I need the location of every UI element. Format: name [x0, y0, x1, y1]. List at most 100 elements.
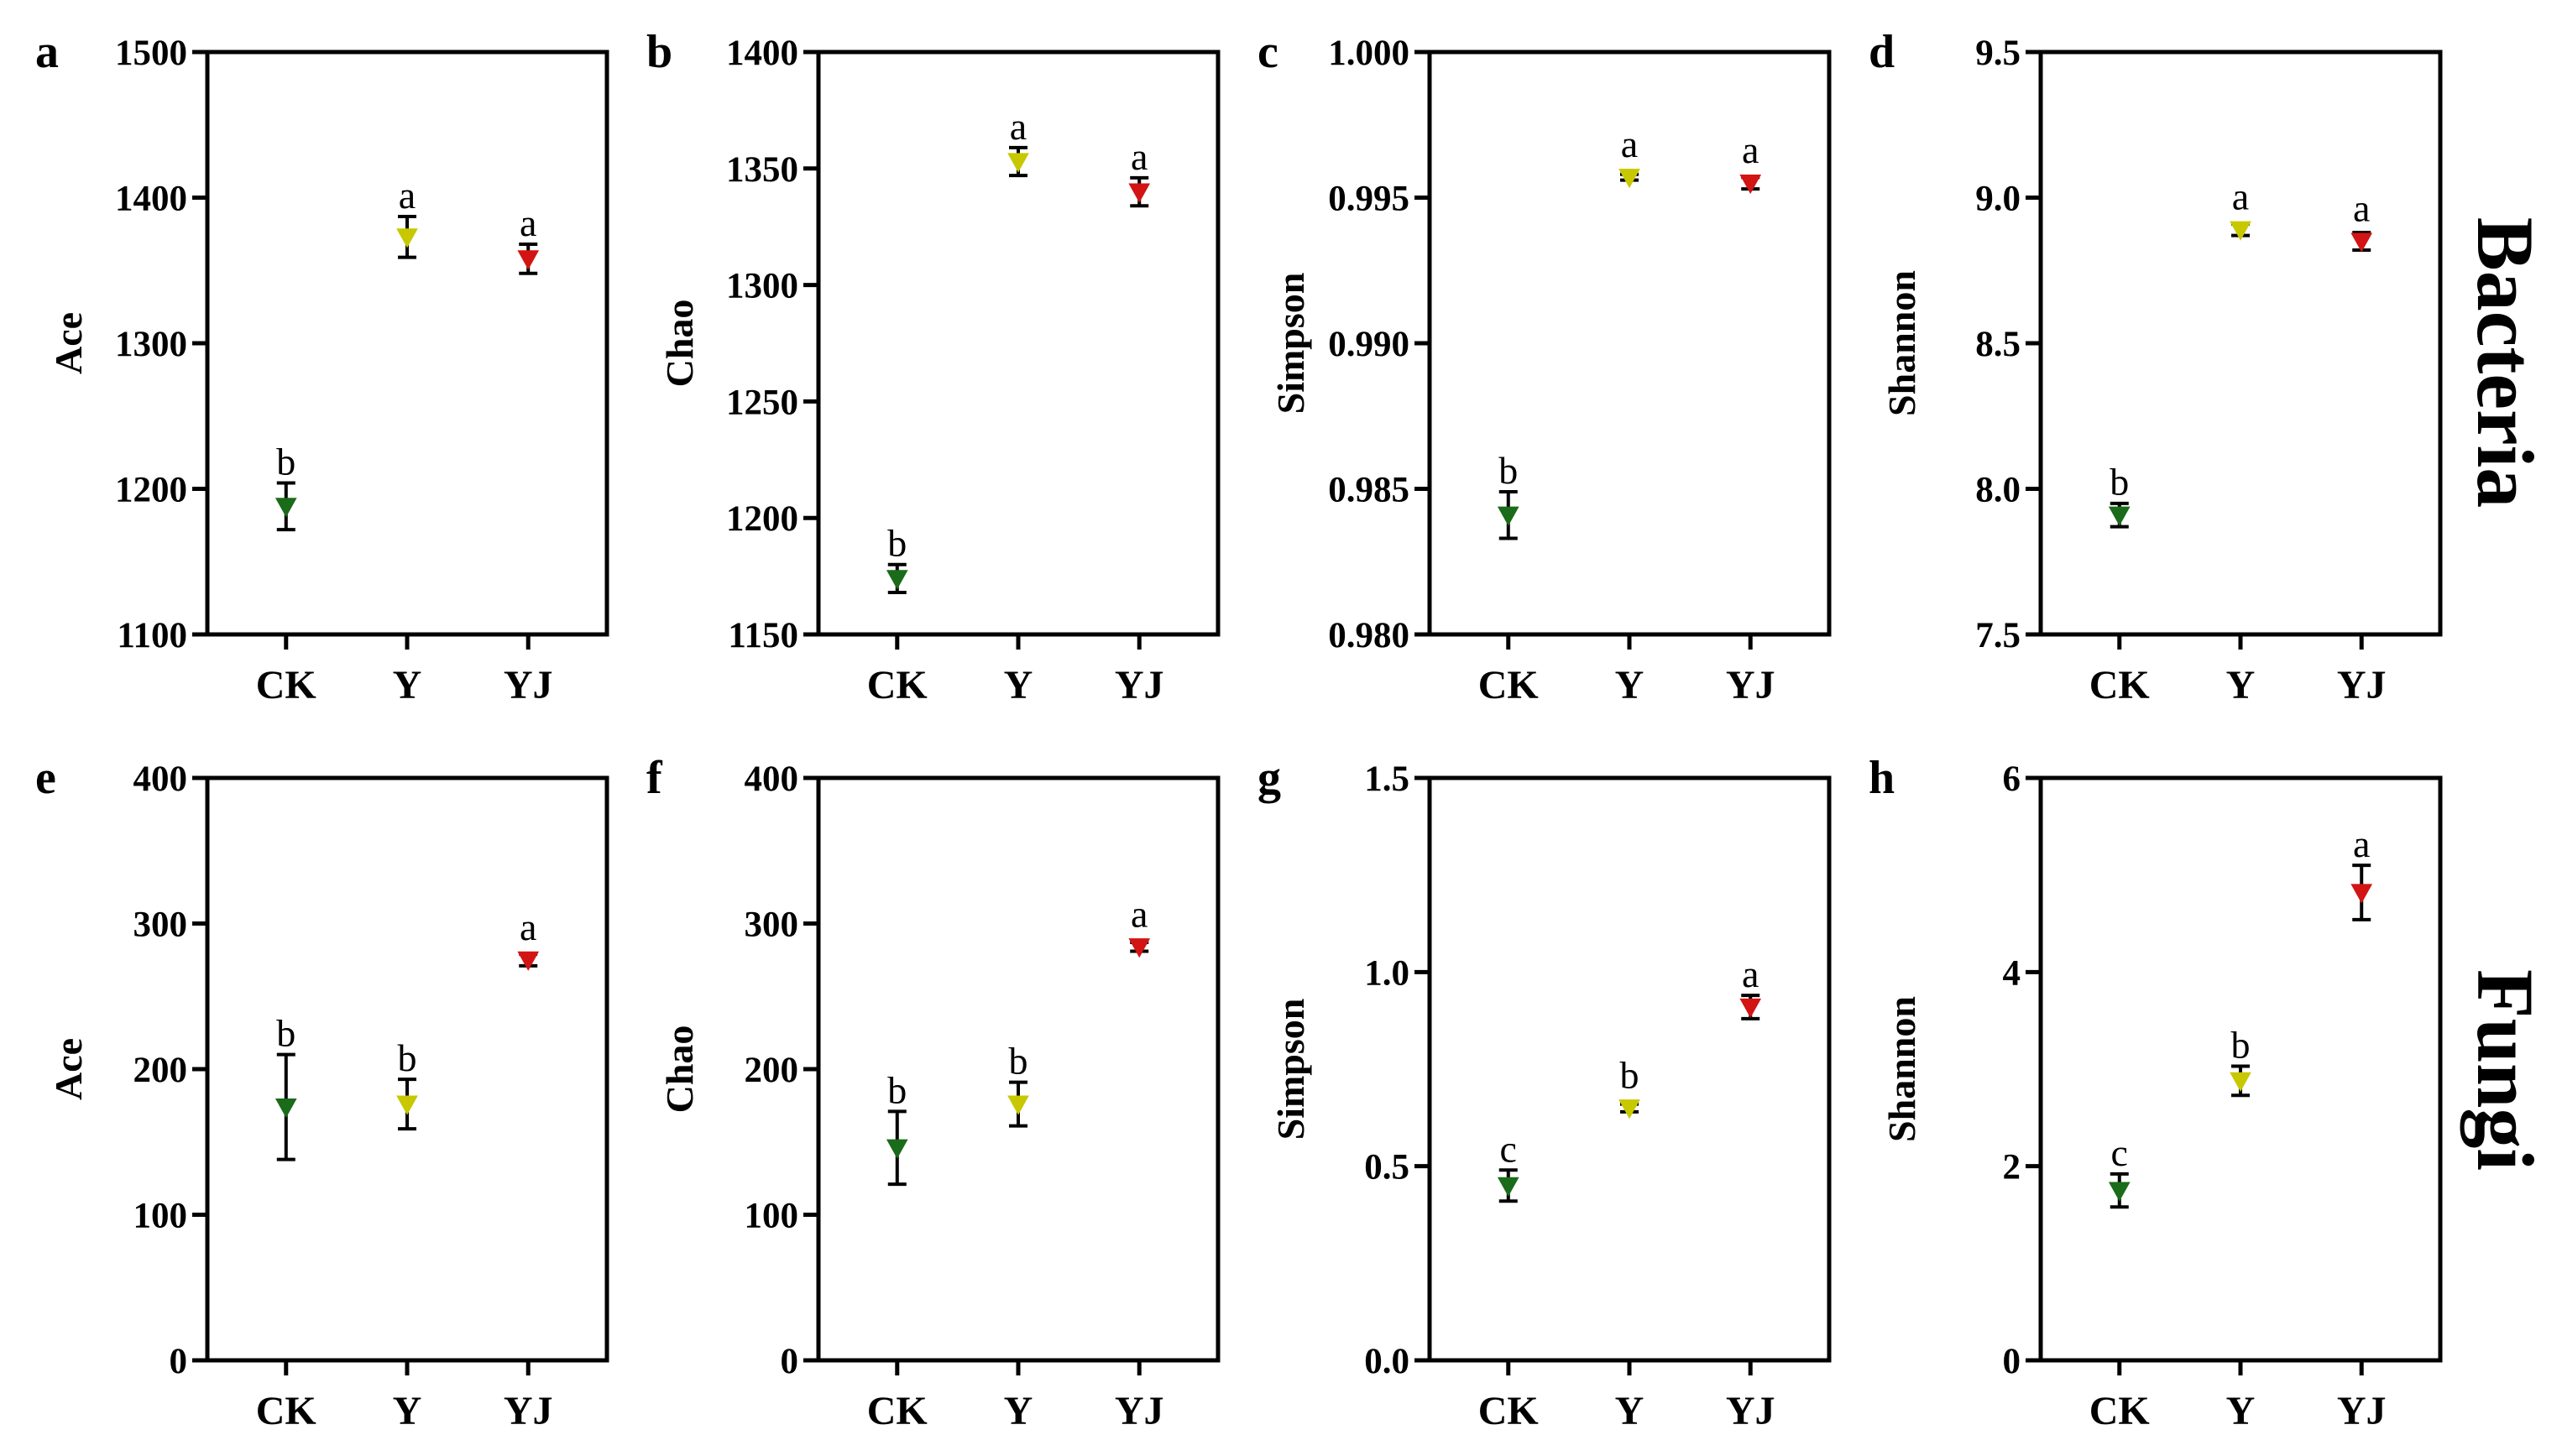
x-tick-label: Y — [2226, 1389, 2256, 1433]
data-point-yj — [517, 951, 540, 971]
data-point-ck — [886, 570, 908, 590]
y-tick-label: 7.5 — [1975, 616, 2021, 655]
x-tick-label: CK — [256, 1389, 316, 1433]
chart-panel-a: 1100 1200 1300 1400 1500 CK Y YJ Ace a b a a — [35, 26, 609, 707]
significance-letter: b — [1009, 1040, 1028, 1083]
x-tick-label: Y — [2226, 663, 2256, 707]
y-tick-label: 1100 — [117, 616, 187, 655]
panel-letter: h — [1869, 752, 1895, 804]
significance-letter: a — [2353, 187, 2370, 230]
y-axis-title: Ace — [47, 1038, 90, 1100]
x-tick-label: Y — [1004, 663, 1033, 707]
significance-letter: b — [276, 441, 295, 483]
y-tick-label: 100 — [745, 1197, 799, 1236]
y-tick-label: 400 — [133, 759, 188, 799]
x-tick-label: Y — [1615, 1389, 1644, 1433]
y-tick-label: 0.985 — [1328, 471, 1409, 510]
y-tick-label: 0.5 — [1364, 1148, 1409, 1187]
y-tick-label: 2 — [2003, 1148, 2021, 1187]
data-point-ck — [2108, 1182, 2131, 1202]
significance-letter: b — [2231, 1024, 2251, 1067]
significance-letter: a — [1621, 123, 1638, 165]
data-point-ck — [274, 1099, 297, 1119]
y-tick-label: 0 — [781, 1342, 799, 1381]
chart-panel-e: 0 100 200 300 400 CK Y YJ Ace e b b a — [35, 752, 609, 1433]
y-tick-label: 1.5 — [1364, 759, 1409, 799]
data-point-y — [1007, 1095, 1029, 1115]
y-tick-label: 9.5 — [1975, 34, 2021, 73]
significance-letter: a — [1742, 128, 1759, 171]
plot-frame — [205, 50, 609, 637]
y-tick-label: 0.995 — [1328, 180, 1409, 219]
panel-letter: b — [646, 26, 672, 78]
y-tick-label: 200 — [745, 1051, 799, 1090]
significance-letter: b — [276, 1012, 295, 1055]
data-point-yj — [1128, 938, 1151, 958]
x-tick-label: Y — [393, 663, 422, 707]
y-axis-title: Ace — [47, 312, 90, 374]
significance-letter: a — [1131, 135, 1148, 178]
y-tick-label: 200 — [133, 1051, 188, 1090]
y-axis-title: Chao — [658, 1025, 701, 1114]
x-tick-label: YJ — [1726, 1389, 1775, 1433]
y-axis-title: Simpson — [1269, 273, 1312, 415]
data-point-y — [1007, 153, 1029, 173]
panel-letter: g — [1257, 752, 1281, 804]
x-tick-label: Y — [1615, 663, 1644, 707]
chart-panel-b: 1150 1200 1250 1300 1350 1400 CK Y YJ Chao b b a a — [646, 26, 1221, 707]
data-point-yj — [2350, 232, 2373, 253]
y-axis-title: Shannon — [1880, 270, 1923, 416]
data-point-yj — [517, 250, 540, 270]
y-tick-label: 300 — [133, 905, 188, 945]
chart-panel-c: 0.980 0.985 0.990 0.995 1.000 CK Y YJ Simpson c b a… — [1257, 26, 1832, 707]
row-label-bacteria: Bacteria — [2460, 217, 2550, 509]
chart-panel-d: 7.5 8.0 8.5 9.0 9.5 CK Y YJ Shannon d b a a — [1869, 26, 2443, 707]
x-tick-label: YJ — [2337, 1389, 2387, 1433]
panel-letter: f — [646, 752, 663, 804]
x-tick-label: CK — [867, 1389, 928, 1433]
x-tick-label: CK — [2089, 1389, 2150, 1433]
significance-letter: b — [2110, 461, 2129, 504]
y-tick-label: 400 — [745, 759, 799, 799]
y-tick-label: 1200 — [115, 471, 187, 510]
x-tick-label: Y — [1004, 1389, 1033, 1433]
data-point-y — [396, 1095, 418, 1115]
x-tick-label: CK — [2089, 663, 2150, 707]
y-tick-label: 4 — [2003, 953, 2021, 993]
significance-letter: a — [1742, 952, 1759, 995]
significance-letter: b — [1498, 449, 1518, 492]
y-tick-label: 1250 — [726, 383, 798, 422]
chart-panel-f: 0 100 200 300 400 CK Y YJ Chao f b b a — [646, 752, 1221, 1433]
plot-frame — [2038, 50, 2443, 637]
significance-letter: c — [1500, 1127, 1517, 1170]
y-tick-label: 0 — [170, 1342, 188, 1381]
significance-letter: b — [887, 1068, 907, 1111]
chart-panel-g: 0.0 0.5 1.0 1.5 CK Y YJ Simpson g c b a — [1257, 752, 1832, 1433]
significance-letter: a — [2353, 822, 2370, 865]
y-axis-title: Simpson — [1269, 999, 1312, 1140]
x-tick-label: CK — [867, 663, 928, 707]
x-tick-label: YJ — [1115, 1389, 1164, 1433]
data-point-y — [2230, 221, 2251, 241]
x-tick-label: YJ — [2337, 663, 2387, 707]
y-tick-label: 0.0 — [1364, 1342, 1409, 1381]
significance-letter: c — [2111, 1131, 2128, 1174]
data-point-y — [2230, 1072, 2251, 1092]
y-tick-label: 8.0 — [1975, 471, 2021, 510]
y-tick-label: 1300 — [115, 325, 187, 364]
significance-letter: a — [520, 201, 536, 244]
y-axis-title: Chao — [658, 300, 701, 388]
data-point-yj — [2350, 884, 2373, 904]
y-tick-label: 0.980 — [1328, 616, 1409, 655]
x-tick-label: YJ — [504, 1389, 553, 1433]
significance-letter: a — [1131, 892, 1148, 935]
panel-letter: c — [1257, 26, 1278, 78]
data-point-y — [1618, 169, 1640, 189]
y-tick-label: 1.0 — [1364, 953, 1409, 993]
data-point-y — [1618, 1099, 1640, 1119]
significance-letter: a — [520, 905, 536, 948]
significance-letter: a — [1010, 105, 1027, 148]
significance-letter: a — [399, 174, 416, 217]
y-tick-label: 1200 — [726, 499, 798, 539]
